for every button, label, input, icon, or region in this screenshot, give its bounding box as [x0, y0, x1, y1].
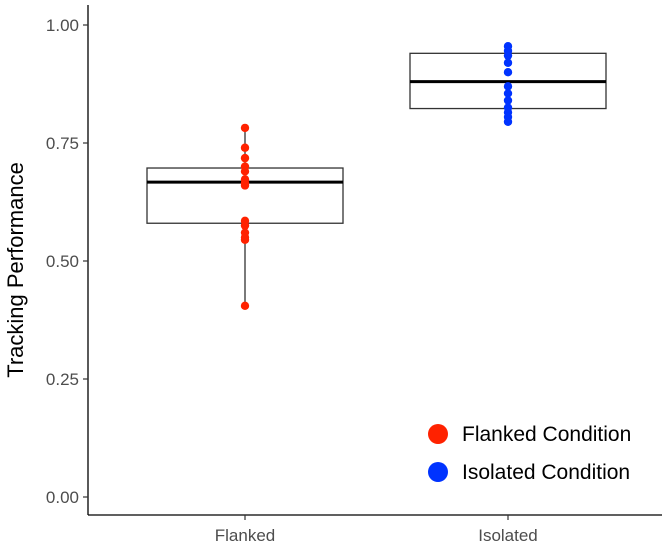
- y-tick-label: 0.50: [46, 252, 79, 271]
- data-point: [503, 89, 513, 98]
- data-point: [240, 143, 250, 152]
- data-point: [503, 58, 513, 67]
- data-point: [503, 68, 513, 77]
- data-point: [240, 167, 250, 176]
- data-point: [240, 181, 250, 190]
- data-point: [503, 96, 513, 105]
- y-tick-label: 0.00: [46, 488, 79, 507]
- data-point: [503, 82, 513, 91]
- legend-label: Flanked Condition: [462, 423, 631, 446]
- x-tick-label: Flanked: [215, 526, 275, 544]
- y-axis-title: Tracking Performance: [3, 162, 28, 378]
- y-tick-label: 0.75: [46, 134, 79, 153]
- y-tick-label: 0.25: [46, 370, 79, 389]
- legend-label: Isolated Condition: [462, 461, 630, 484]
- legend-marker: [428, 462, 448, 482]
- data-point: [503, 51, 513, 60]
- x-tick-label: Isolated: [478, 526, 538, 544]
- data-point: [503, 117, 513, 126]
- data-point: [240, 153, 250, 163]
- data-point: [240, 221, 250, 230]
- legend-marker: [428, 424, 448, 444]
- data-point: [240, 123, 250, 133]
- y-tick-label: 1.00: [46, 16, 79, 35]
- data-point: [240, 301, 250, 311]
- data-point: [240, 235, 250, 244]
